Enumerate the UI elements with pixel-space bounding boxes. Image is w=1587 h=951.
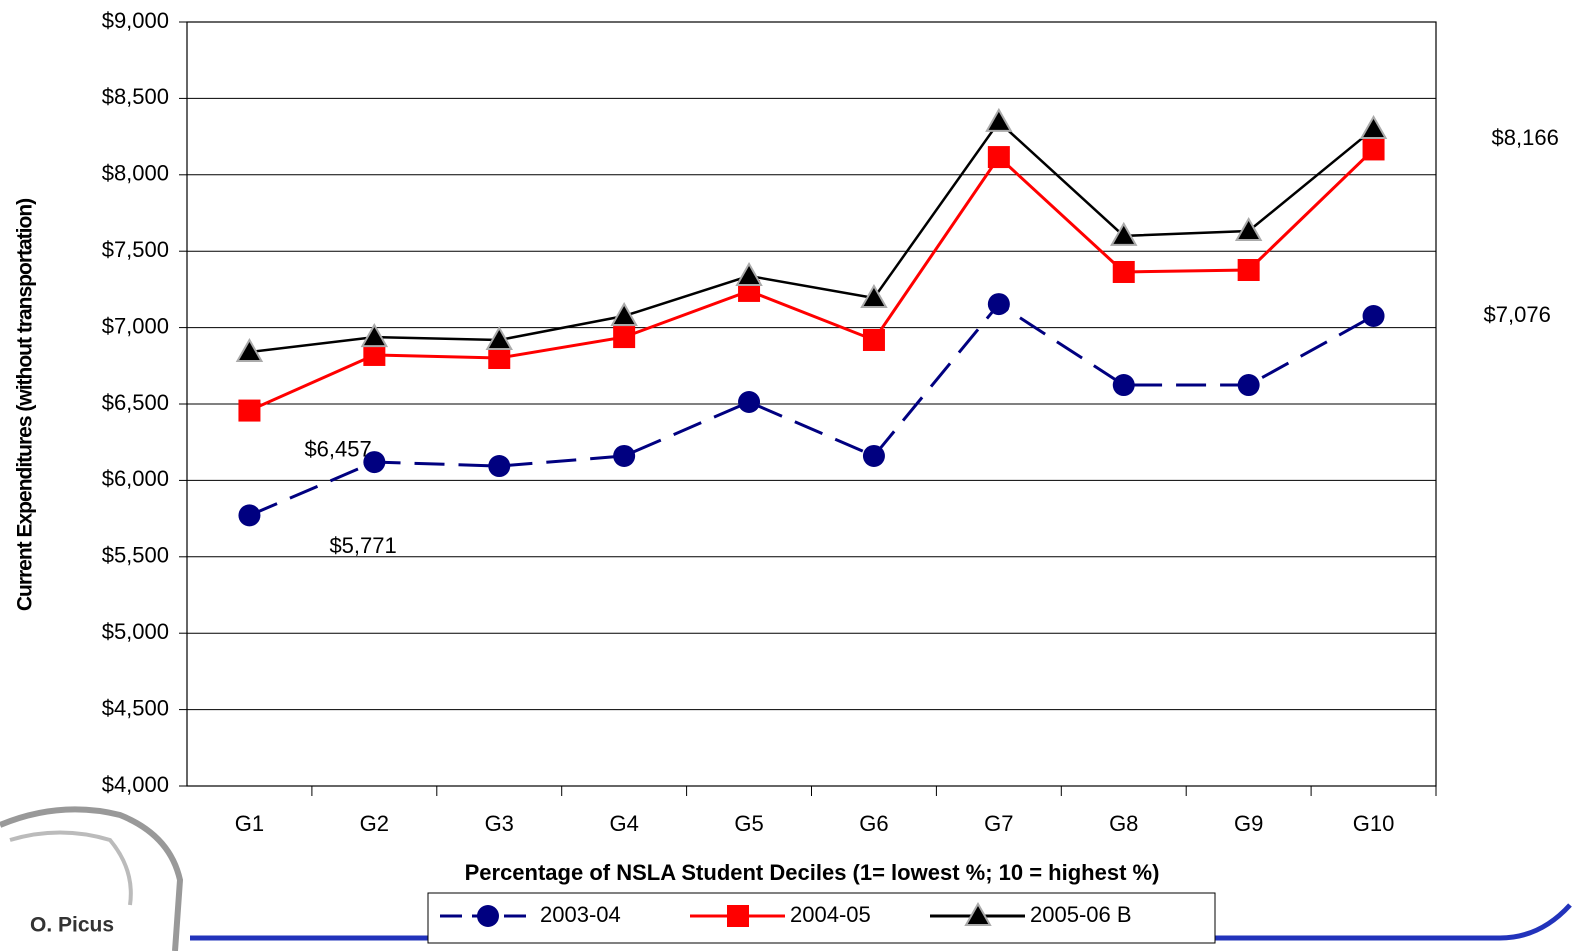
- series-line: [248, 302, 1375, 517]
- series-line: [248, 148, 1375, 412]
- x-tick-label: G1: [235, 811, 264, 836]
- y-tick-label: $8,500: [102, 84, 169, 109]
- point: [610, 301, 638, 326]
- point: [238, 399, 261, 422]
- x-tick-label: G4: [609, 811, 638, 836]
- point: [235, 338, 264, 363]
- series-line: [249, 120, 1375, 354]
- point: [860, 283, 888, 308]
- point: [862, 328, 885, 351]
- point: [985, 107, 1013, 132]
- x-tick-label: G2: [360, 811, 389, 836]
- legend-label: 2004-05: [790, 902, 871, 927]
- point: [862, 444, 885, 467]
- legend-label: 2003-04: [540, 902, 621, 927]
- y-tick-label: $4,500: [102, 695, 169, 720]
- legend: 2003-04 2004-05 2005-06 B: [427, 892, 1216, 944]
- data-label: $5,771: [329, 533, 396, 558]
- point: [987, 146, 1010, 169]
- point: [1112, 374, 1135, 397]
- x-tick-label: G8: [1109, 811, 1138, 836]
- point: [488, 347, 511, 370]
- point: [1362, 304, 1385, 327]
- point: [238, 504, 261, 527]
- y-tick-label: $7,000: [102, 313, 169, 338]
- y-tick-label: $4,000: [102, 772, 169, 797]
- y-tick-label: $5,000: [102, 619, 169, 644]
- x-axis-title: Percentage of NSLA Student Deciles (1= l…: [465, 860, 1160, 885]
- point: [1237, 258, 1260, 281]
- data-label: $8,166: [1492, 125, 1559, 150]
- y-axis-title: Current Expenditures (without transporta…: [14, 199, 37, 611]
- point: [1234, 217, 1263, 242]
- x-tick-label: G7: [984, 811, 1013, 836]
- y-tick-label: $7,500: [102, 237, 169, 262]
- point: [477, 905, 499, 927]
- point: [363, 451, 386, 474]
- point: [1110, 221, 1138, 246]
- logo-text: O. Picus: [30, 914, 114, 937]
- point: [488, 455, 511, 478]
- point: [1362, 138, 1385, 161]
- x-tick-label: G9: [1234, 811, 1263, 836]
- logo: O. Picus: [0, 806, 184, 951]
- point: [735, 261, 763, 286]
- point: [613, 326, 636, 349]
- point: [1237, 374, 1260, 397]
- legend-box: [427, 892, 1216, 944]
- point: [360, 323, 389, 348]
- point: [738, 391, 761, 414]
- y-tick-label: $8,000: [102, 161, 169, 186]
- data-label: $6,457: [304, 436, 371, 461]
- y-tick-label: $9,000: [102, 8, 169, 33]
- data-label: $7,076: [1484, 302, 1551, 327]
- point: [1112, 260, 1135, 283]
- point: [363, 343, 386, 366]
- x-tick-label: G5: [734, 811, 763, 836]
- x-tick-label: G3: [485, 811, 514, 836]
- point: [964, 901, 992, 926]
- point: [727, 905, 749, 927]
- y-tick-label: $5,500: [102, 543, 169, 568]
- footer-rule: [190, 903, 1572, 941]
- point: [987, 293, 1010, 316]
- point: [1359, 114, 1388, 139]
- y-tick-label: $6,000: [102, 466, 169, 491]
- legend-label: 2005-06 B: [1030, 902, 1132, 927]
- point: [485, 325, 513, 350]
- x-tick-label: G10: [1353, 811, 1395, 836]
- x-tick-label: G6: [859, 811, 888, 836]
- point: [613, 444, 636, 467]
- y-tick-label: $6,500: [102, 390, 169, 415]
